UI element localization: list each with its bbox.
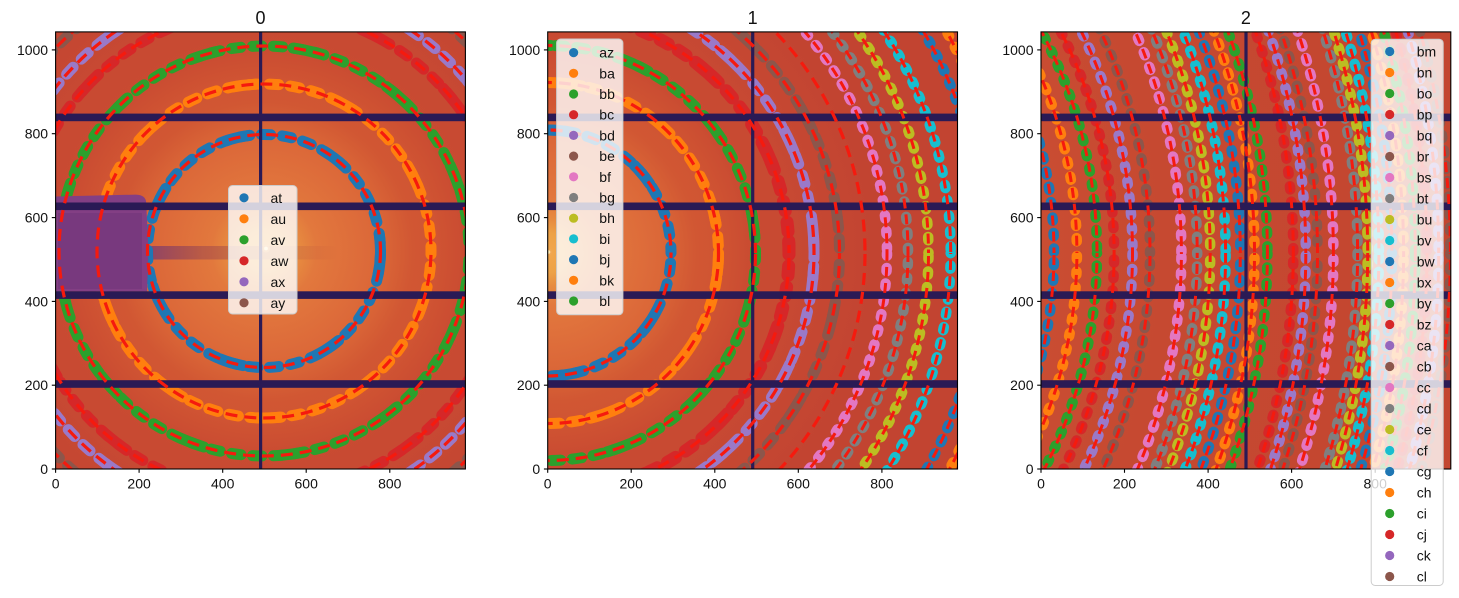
svg-text:1000: 1000 bbox=[509, 42, 540, 58]
svg-text:ck: ck bbox=[1417, 548, 1432, 564]
svg-text:2: 2 bbox=[1241, 8, 1251, 28]
svg-text:ci: ci bbox=[1417, 506, 1427, 522]
svg-text:cg: cg bbox=[1417, 464, 1432, 480]
svg-text:0: 0 bbox=[52, 476, 60, 492]
svg-text:bd: bd bbox=[599, 127, 615, 143]
svg-text:600: 600 bbox=[1010, 210, 1034, 226]
svg-text:600: 600 bbox=[787, 476, 811, 492]
svg-text:ca: ca bbox=[1417, 338, 1432, 354]
svg-text:bf: bf bbox=[599, 169, 611, 185]
svg-text:400: 400 bbox=[25, 293, 49, 309]
svg-text:bk: bk bbox=[599, 272, 615, 288]
svg-text:bz: bz bbox=[1417, 317, 1432, 333]
svg-text:200: 200 bbox=[25, 377, 49, 393]
svg-text:aw: aw bbox=[271, 253, 290, 269]
svg-text:0: 0 bbox=[40, 461, 48, 477]
svg-text:600: 600 bbox=[25, 210, 49, 226]
svg-text:ay: ay bbox=[271, 295, 286, 311]
svg-text:bq: bq bbox=[1417, 128, 1433, 144]
svg-text:bm: bm bbox=[1417, 44, 1436, 60]
svg-text:200: 200 bbox=[620, 476, 644, 492]
svg-text:1000: 1000 bbox=[1002, 42, 1033, 58]
svg-text:200: 200 bbox=[1113, 476, 1137, 492]
svg-text:200: 200 bbox=[1010, 377, 1034, 393]
svg-text:bc: bc bbox=[599, 107, 614, 123]
svg-text:1: 1 bbox=[748, 8, 758, 28]
svg-text:800: 800 bbox=[1010, 126, 1034, 142]
svg-text:400: 400 bbox=[703, 476, 727, 492]
svg-text:400: 400 bbox=[1196, 476, 1220, 492]
svg-text:bn: bn bbox=[1417, 65, 1433, 81]
svg-text:0: 0 bbox=[532, 461, 540, 477]
svg-text:ch: ch bbox=[1417, 485, 1432, 501]
svg-text:bs: bs bbox=[1417, 170, 1432, 186]
svg-text:bt: bt bbox=[1417, 191, 1429, 207]
svg-text:0: 0 bbox=[544, 476, 552, 492]
svg-text:au: au bbox=[271, 211, 287, 227]
svg-text:400: 400 bbox=[1010, 293, 1034, 309]
svg-text:0: 0 bbox=[1026, 461, 1034, 477]
svg-text:br: br bbox=[1417, 149, 1430, 165]
svg-text:cl: cl bbox=[1417, 569, 1427, 585]
svg-text:bu: bu bbox=[1417, 212, 1433, 228]
svg-text:800: 800 bbox=[517, 126, 541, 142]
svg-text:cb: cb bbox=[1417, 359, 1432, 375]
svg-text:at: at bbox=[271, 190, 283, 206]
svg-text:av: av bbox=[271, 232, 286, 248]
svg-text:bi: bi bbox=[599, 231, 610, 247]
svg-text:by: by bbox=[1417, 296, 1432, 312]
svg-text:ce: ce bbox=[1417, 422, 1432, 438]
svg-text:800: 800 bbox=[870, 476, 894, 492]
svg-text:ba: ba bbox=[599, 65, 615, 81]
svg-text:ax: ax bbox=[271, 274, 286, 290]
svg-text:800: 800 bbox=[378, 476, 402, 492]
svg-text:400: 400 bbox=[211, 476, 235, 492]
svg-text:400: 400 bbox=[517, 293, 541, 309]
svg-text:800: 800 bbox=[25, 126, 49, 142]
svg-text:200: 200 bbox=[517, 377, 541, 393]
svg-text:1000: 1000 bbox=[17, 42, 48, 58]
svg-text:cj: cj bbox=[1417, 527, 1427, 543]
svg-text:600: 600 bbox=[1280, 476, 1304, 492]
svg-text:bb: bb bbox=[599, 86, 615, 102]
svg-text:bv: bv bbox=[1417, 233, 1432, 249]
svg-text:0: 0 bbox=[255, 8, 265, 28]
svg-text:bl: bl bbox=[599, 293, 610, 309]
svg-text:cd: cd bbox=[1417, 401, 1432, 417]
svg-text:cf: cf bbox=[1417, 443, 1428, 459]
svg-text:0: 0 bbox=[1037, 476, 1045, 492]
svg-text:bo: bo bbox=[1417, 86, 1433, 102]
svg-text:bh: bh bbox=[599, 210, 615, 226]
svg-text:bj: bj bbox=[599, 252, 610, 268]
svg-text:bx: bx bbox=[1417, 275, 1432, 291]
svg-text:200: 200 bbox=[127, 476, 151, 492]
svg-text:bp: bp bbox=[1417, 107, 1433, 123]
svg-text:az: az bbox=[599, 45, 614, 61]
svg-text:cc: cc bbox=[1417, 380, 1431, 396]
svg-text:bg: bg bbox=[599, 190, 615, 206]
svg-text:600: 600 bbox=[295, 476, 319, 492]
svg-text:bw: bw bbox=[1417, 254, 1436, 270]
svg-text:600: 600 bbox=[517, 210, 541, 226]
svg-text:be: be bbox=[599, 148, 615, 164]
